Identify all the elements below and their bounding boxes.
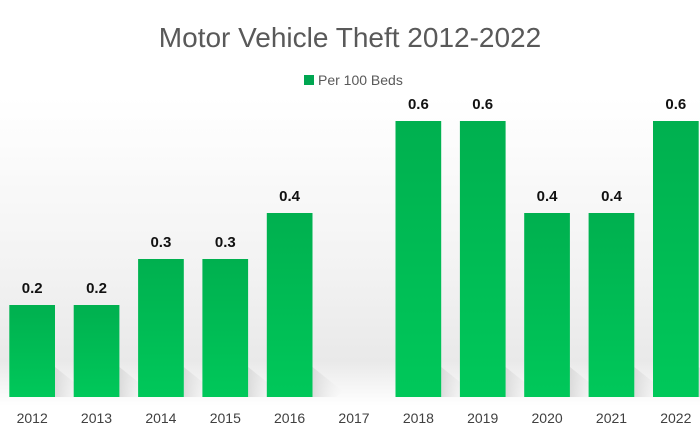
data-label-2013: 0.2 (86, 280, 107, 297)
data-label-2016: 0.4 (279, 188, 301, 205)
bar-2014 (138, 259, 184, 397)
bar-2021 (588, 213, 635, 397)
bar-shadow (312, 367, 343, 397)
legend: Per 100 Beds (304, 72, 403, 88)
legend-swatch (304, 75, 314, 85)
data-labels: 0.2 0.2 0.3 0.3 0.4 0.6 0.6 0.4 0.4 0.6 (22, 96, 686, 297)
x-tick-2022: 2022 (660, 410, 691, 426)
bar-2018 (395, 121, 442, 397)
x-tick-2013: 2013 (81, 410, 112, 426)
x-tick-2018: 2018 (403, 410, 434, 426)
chart-title: Motor Vehicle Theft 2012-2022 (159, 22, 541, 53)
bars (9, 121, 699, 397)
x-tick-2019: 2019 (467, 410, 498, 426)
data-label-2018: 0.6 (408, 96, 429, 113)
legend-label: Per 100 Beds (318, 72, 403, 88)
bar-2013 (73, 305, 120, 397)
x-tick-2017: 2017 (338, 410, 369, 426)
bar-2022 (653, 121, 699, 397)
data-label-2021: 0.4 (601, 188, 623, 205)
x-tick-2014: 2014 (145, 410, 176, 426)
data-label-2020: 0.4 (537, 188, 559, 205)
x-tick-2012: 2012 (17, 410, 48, 426)
x-tick-2016: 2016 (274, 410, 305, 426)
x-tick-2015: 2015 (210, 410, 241, 426)
bar-2015 (202, 259, 249, 397)
data-label-2012: 0.2 (22, 280, 43, 297)
x-tick-2021: 2021 (596, 410, 627, 426)
x-tick-2020: 2020 (532, 410, 563, 426)
data-label-2015: 0.3 (215, 234, 236, 251)
data-label-2019: 0.6 (472, 96, 493, 113)
data-label-2014: 0.3 (150, 234, 171, 251)
bar-2020 (524, 213, 570, 397)
bar-2016 (266, 213, 313, 397)
x-axis-ticks: 2012 2013 2014 2015 2016 2017 2018 2019 2020 2021… (17, 410, 692, 426)
bar-2012 (9, 305, 56, 397)
data-label-2022: 0.6 (665, 96, 686, 113)
bar-2019 (459, 121, 506, 397)
